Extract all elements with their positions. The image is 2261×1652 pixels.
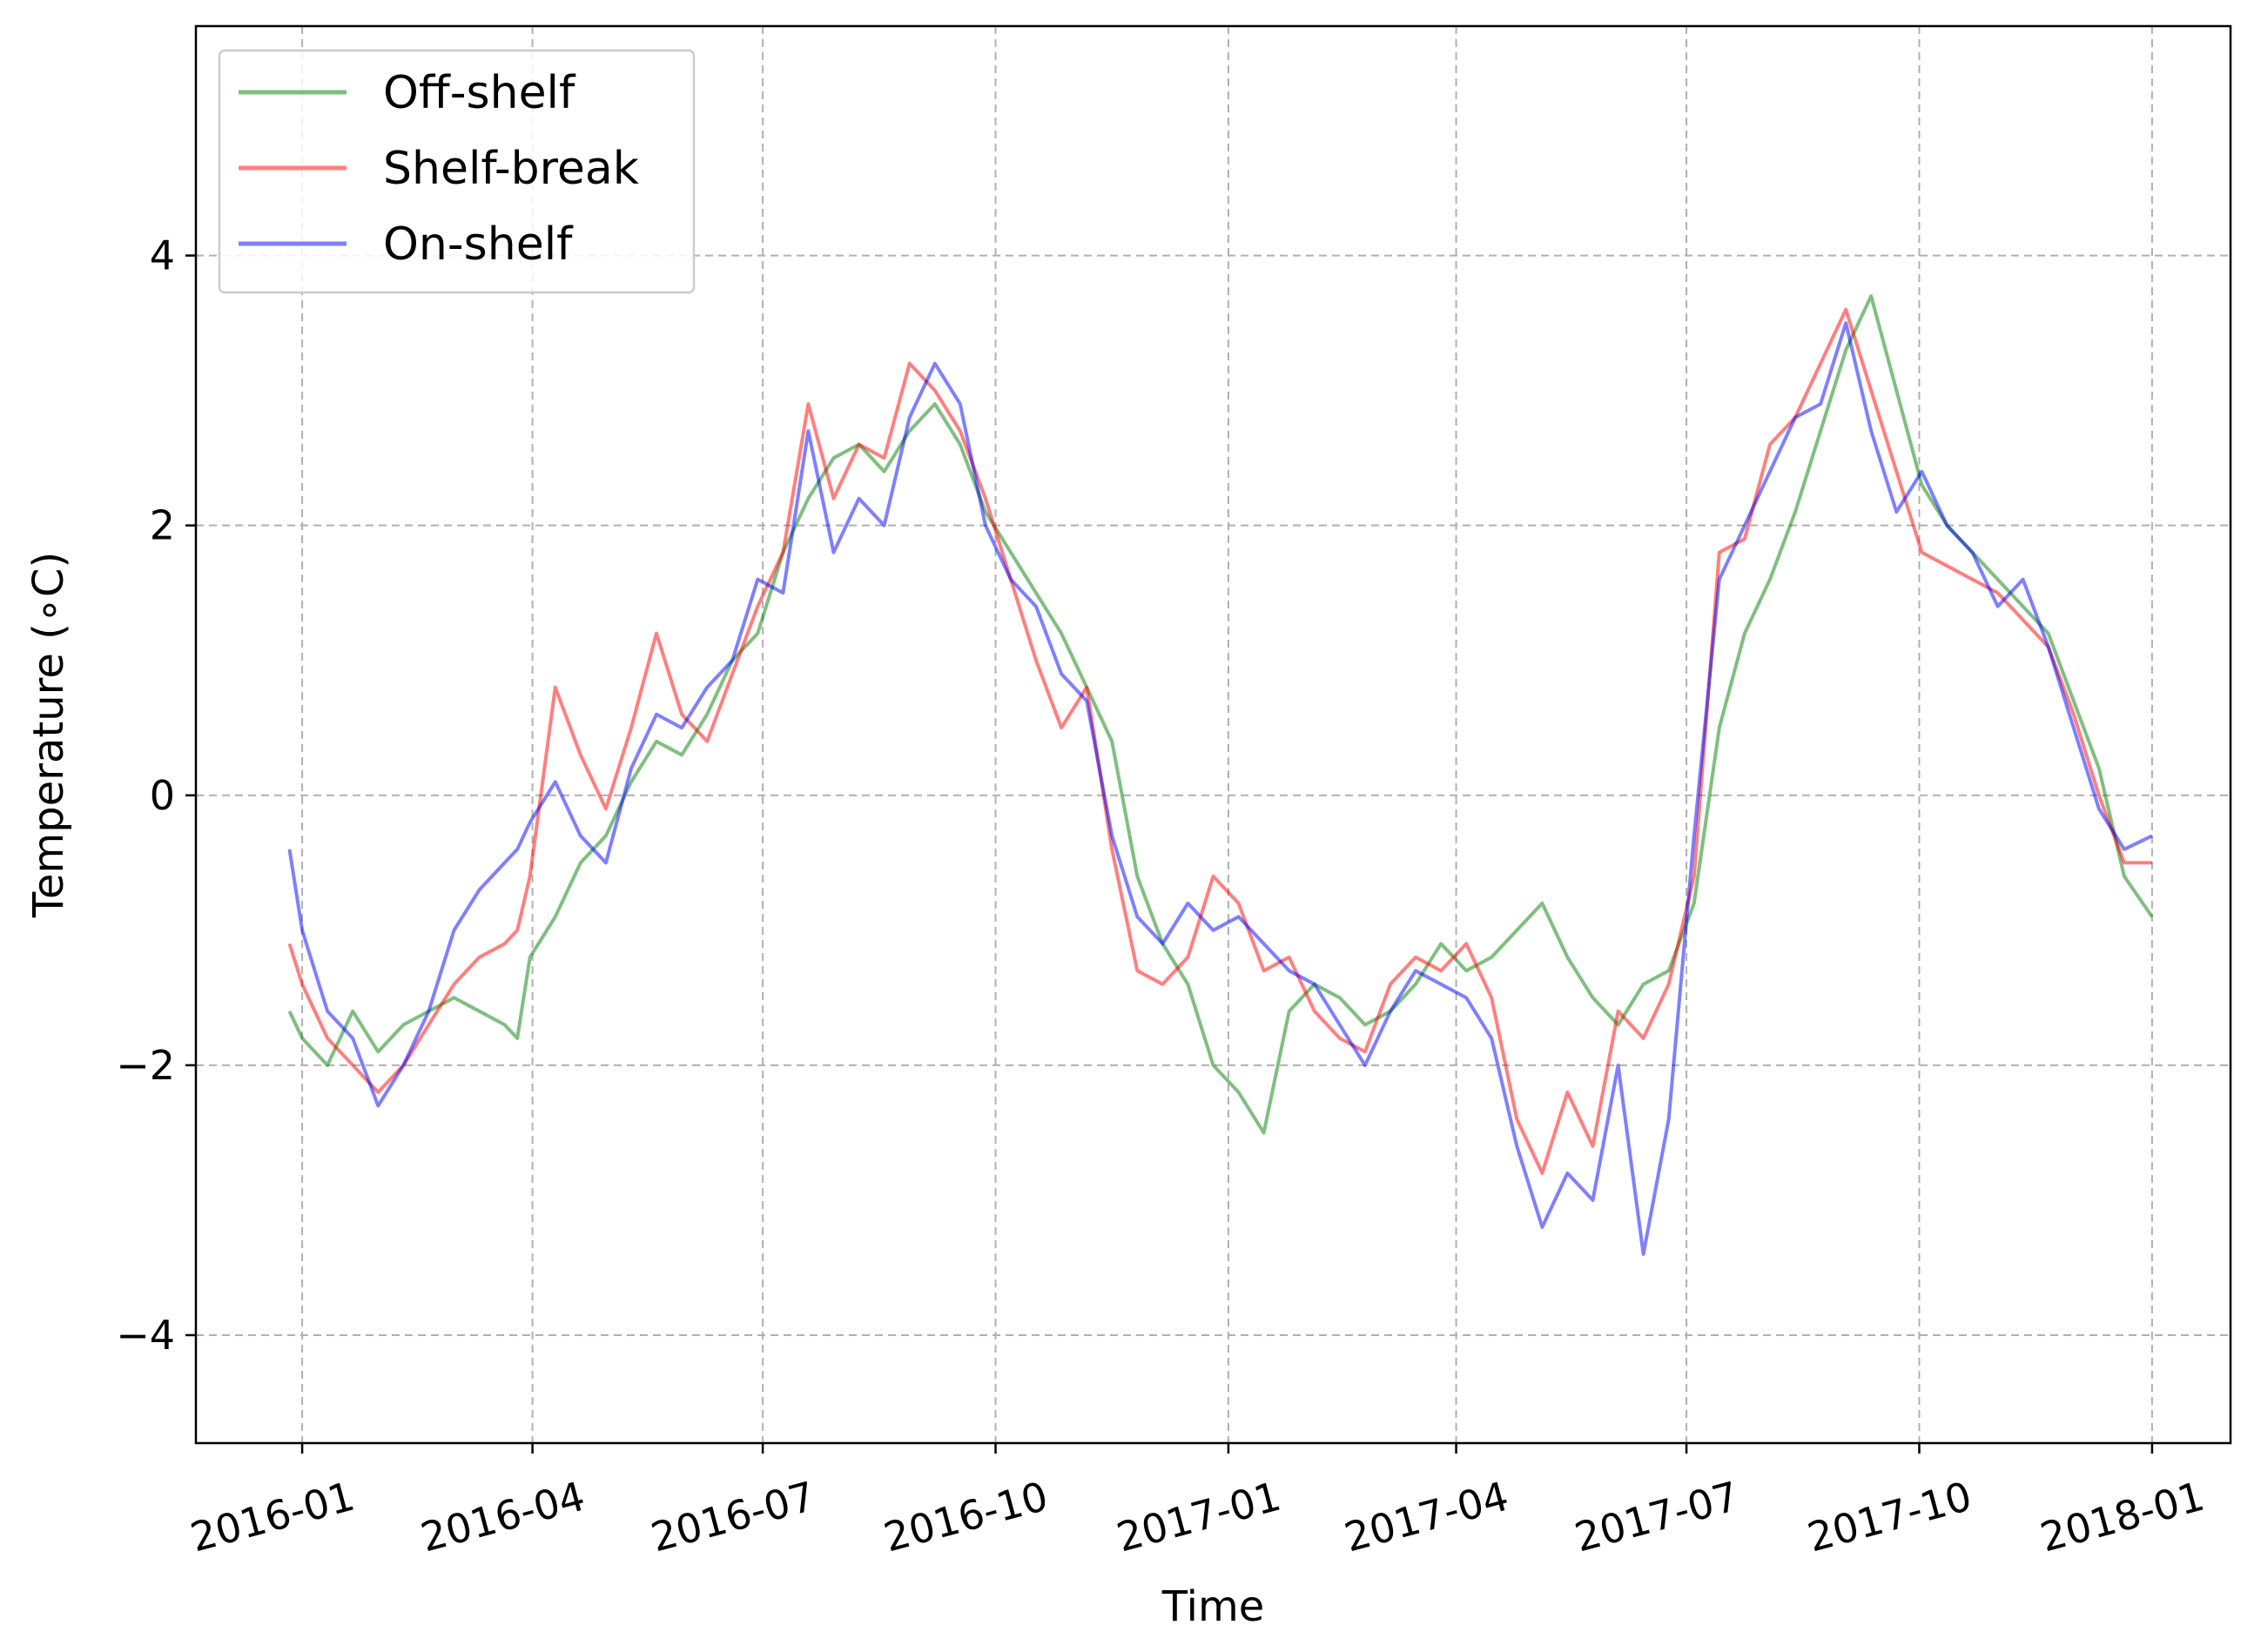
x-axis-label: Time — [1161, 1582, 1264, 1631]
legend-label-off-shelf: Off-shelf — [383, 67, 576, 119]
y-axis-label: Temperature (∘C) — [24, 552, 73, 918]
legend: Off-shelf Shelf-break On-shelf — [218, 49, 696, 294]
y-axis-ticks: 4 2 0 −2 −4 — [116, 232, 196, 1359]
y-tick-label: −2 — [116, 1042, 175, 1089]
series-line-off-shelf — [287, 294, 2154, 1135]
legend-label-shelf-break: Shelf-break — [383, 143, 639, 195]
y-tick-label: 4 — [150, 232, 175, 279]
legend-box — [218, 49, 696, 294]
y-tick-label: −4 — [116, 1312, 175, 1359]
plot-frame — [194, 24, 2232, 1445]
y-tick-label: 0 — [150, 772, 175, 819]
series-layer — [287, 294, 2154, 1256]
y-tick-label: 2 — [150, 502, 175, 549]
series-line-on-shelf — [287, 321, 2153, 1256]
legend-label-on-shelf: On-shelf — [383, 218, 574, 271]
